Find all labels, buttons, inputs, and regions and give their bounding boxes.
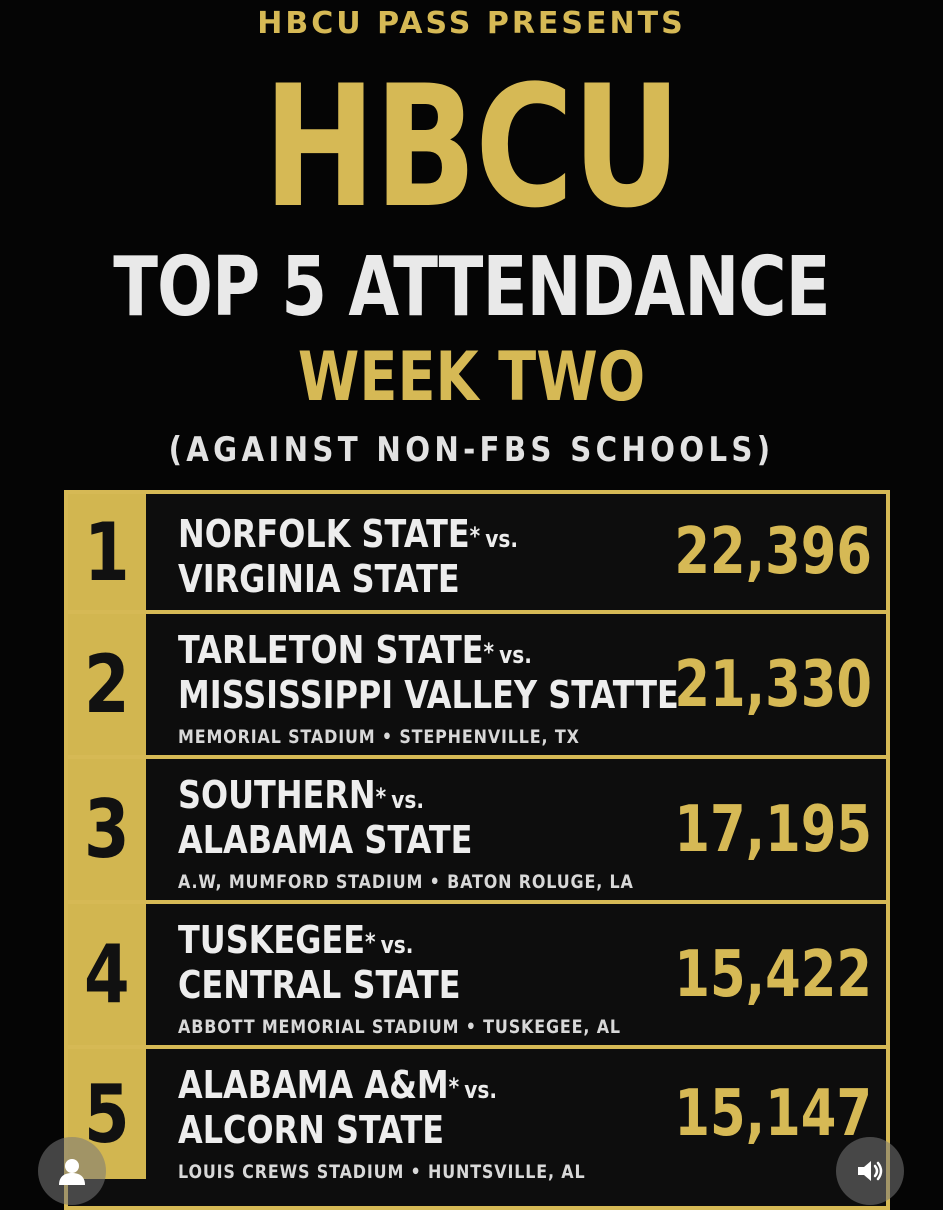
matchup: TARLETON STATE* vs. MISSISSIPPI VALLEY ST… [178,630,698,749]
sound-button[interactable] [836,1137,904,1205]
attendance-value: 15,147 [674,1077,872,1151]
attendance-value: 21,330 [674,647,872,722]
away-team: ALABAMA STATE [178,818,473,862]
home-team: TARLETON STATE [178,628,484,672]
rank-cell: 2 [68,614,146,755]
page-title: TOP 5 ATTENDANCE [113,240,830,335]
home-star: * [375,783,387,811]
table-row: 4 TUSKEGEE* vs. CENTRAL STATE ABBOTT MEMO… [68,904,886,1049]
away-team: CENTRAL STATE [178,963,461,1007]
home-star: * [448,1073,460,1101]
vs-label: vs. [499,641,532,669]
matchup: SOUTHERN* vs. ALABAMA STATE A.W, MUMFORD … [178,775,698,894]
attendance-value: 22,396 [674,515,872,589]
attendance-table: 1 NORFOLK STATE* vs. VIRGINIA STATE 22,39… [64,490,890,1210]
home-star: * [365,928,376,956]
home-star: * [483,638,495,666]
venue-label: ABBOTT MEMORIAL STADIUM • TUSKEGEE, AL [178,1016,621,1038]
table-row: 2 TARLETON STATE* vs. MISSISSIPPI VALLEY … [68,614,886,759]
venue-label: LOUIS CREWS STADIUM • HUNTSVILLE, AL [178,1161,586,1183]
matchup: TUSKEGEE* vs. CENTRAL STATE ABBOTT MEMORI… [178,920,698,1039]
venue-label: A.W, MUMFORD STADIUM • BATON ROLUGE, LA [178,871,634,893]
brand-title: HBCU [263,49,681,245]
matchup: ALABAMA A&M* vs. ALCORN STATE LOUIS CREWS… [178,1065,698,1184]
home-team: TUSKEGEE [178,918,366,962]
home-team: NORFOLK STATE [178,512,470,556]
away-team: MISSISSIPPI VALLEY STATTE [178,673,679,717]
table-row: 3 SOUTHERN* vs. ALABAMA STATE A.W, MUMFOR… [68,759,886,904]
attendance-value: 17,195 [674,792,872,867]
home-team: ALABAMA A&M [178,1063,449,1107]
home-team: SOUTHERN [178,773,376,817]
rank-cell: 4 [68,904,146,1045]
vs-label: vs. [464,1076,498,1104]
table-row: 1 NORFOLK STATE* vs. VIRGINIA STATE 22,39… [68,494,886,614]
home-star: * [469,522,481,550]
presents-label: HBCU PASS PRESENTS [257,6,686,41]
attendance-value: 15,422 [674,937,872,1012]
vs-label: vs. [391,786,425,814]
speaker-icon [858,1161,883,1181]
vs-label: vs. [485,525,519,553]
rank-cell: 1 [68,494,146,610]
matchup: NORFOLK STATE* vs. VIRGINIA STATE [178,514,698,599]
profile-button[interactable] [38,1137,106,1205]
rank-cell: 3 [68,759,146,900]
venue-label: MEMORIAL STADIUM • STEPHENVILLE, TX [178,726,580,748]
user-icon [59,1159,85,1185]
vs-label: vs. [380,931,414,959]
away-team: ALCORN STATE [178,1108,445,1152]
table-row: 5 ALABAMA A&M* vs. ALCORN STATE LOUIS CRE… [68,1049,886,1209]
away-team: VIRGINIA STATE [178,557,460,601]
week-label: WEEK TWO [297,338,646,417]
subtitle: (AGAINST NON-FBS SCHOOLS) [168,430,775,470]
